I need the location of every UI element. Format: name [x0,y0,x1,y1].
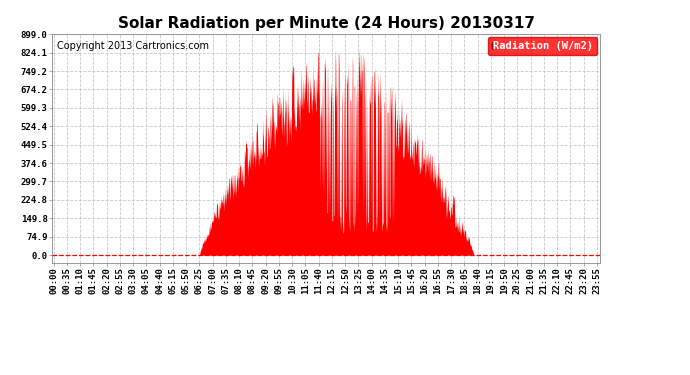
Text: Copyright 2013 Cartronics.com: Copyright 2013 Cartronics.com [57,40,209,51]
Legend: Radiation (W/m2): Radiation (W/m2) [488,37,597,55]
Title: Solar Radiation per Minute (24 Hours) 20130317: Solar Radiation per Minute (24 Hours) 20… [117,16,535,31]
